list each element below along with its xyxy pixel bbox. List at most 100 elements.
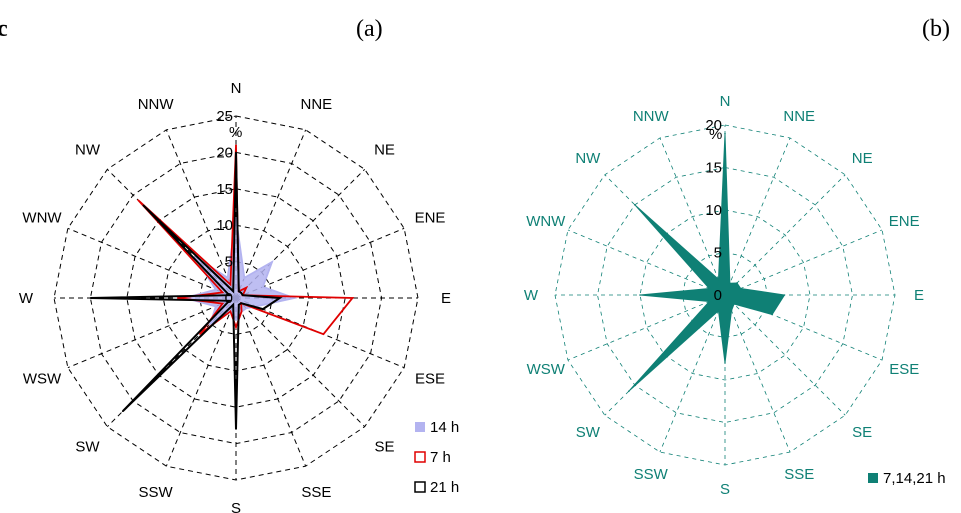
point-7-14-21-h-e — [783, 294, 786, 296]
caption-b: (b) — [922, 16, 950, 42]
direction-label-e: E — [914, 287, 924, 304]
point-7-14-21-h-nne — [729, 282, 731, 285]
legend-swatch-7-h — [414, 451, 426, 463]
direction-label-wnw: WNW — [526, 213, 566, 230]
point-21-h-ssw — [232, 303, 235, 306]
direction-label-nne: NNE — [301, 96, 333, 113]
direction-label-se: SE — [852, 424, 872, 441]
legend-label-7-14-21-h: 7,14,21 h — [883, 470, 946, 487]
point-7-h-nnw — [229, 283, 232, 286]
point-21-h-e — [278, 297, 281, 299]
direction-label-n: N — [231, 80, 242, 97]
point-21-h-wsw — [228, 299, 231, 302]
direction-label-sse: SSE — [301, 484, 331, 501]
spoke-ssw — [165, 297, 237, 467]
point-7-h-e — [351, 297, 354, 299]
point-7-14-21-h-wsw — [708, 300, 711, 303]
legend-swatch-14-h — [415, 422, 425, 432]
point-7-h-ssw — [229, 310, 232, 313]
point-7-h-n — [235, 144, 237, 146]
point-21-h-se — [240, 302, 242, 304]
spoke-sse — [235, 297, 307, 467]
point-7-h-w — [176, 297, 179, 299]
point-14-h-ne — [271, 261, 273, 263]
direction-label-wnw: WNW — [22, 210, 62, 227]
point-14-h-se — [245, 307, 248, 310]
direction-label-sw: SW — [75, 438, 100, 455]
radar-chart-b: 0 5 10 15 20% N NNE NE ENE E ESE SE SSE S SSW SW WSW W WNW… — [524, 93, 946, 498]
direction-label-ne: NE — [374, 142, 395, 159]
direction-label-nnw: NNW — [633, 108, 670, 125]
point-21-h-s — [235, 428, 237, 430]
grid-ring-5 — [199, 261, 273, 335]
legend-label-21-h: 21 h — [430, 479, 459, 496]
radial-tick-label-20: 20 — [705, 117, 722, 134]
direction-label-wsw: WSW — [527, 361, 566, 378]
radial-tick-label-25: 25 — [216, 108, 233, 125]
point-14-h-wnw — [215, 288, 217, 291]
direction-label-n: N — [720, 93, 731, 110]
direction-label-ssw: SSW — [634, 466, 669, 483]
point-14-h-nne — [243, 277, 246, 279]
spoke-nnw — [165, 129, 237, 299]
point-7-14-21-h-nw — [634, 204, 636, 206]
direction-label-wsw: WSW — [23, 370, 62, 387]
point-7-14-21-h-wnw — [708, 287, 711, 290]
point-7-h-wnw — [221, 291, 224, 294]
point-14-h-e — [293, 297, 296, 299]
legend-swatch-21-h — [414, 481, 426, 493]
point-7-14-21-h-sse — [730, 309, 733, 312]
direction-label-e: E — [441, 290, 451, 307]
point-14-h-wsw — [215, 305, 217, 308]
point-7-h-wsw — [221, 302, 224, 305]
direction-label-nne: NNE — [783, 108, 815, 125]
point-7-14-21-h-s — [724, 362, 726, 364]
point-21-h-ne — [240, 292, 242, 294]
point-7-h-sw — [199, 333, 201, 335]
grid-ring-15 — [126, 188, 346, 408]
point-7-h-nw — [137, 199, 139, 201]
point-21-h-n — [235, 151, 237, 154]
legend: 7,14,21 h — [868, 470, 946, 487]
grid-ring-10 — [639, 209, 811, 381]
caption-left-fragment: c — [0, 16, 8, 42]
point-7-14-21-h-ne — [736, 282, 738, 284]
point-14-h-ene — [262, 286, 264, 288]
point-7-14-21-h-ese — [771, 313, 773, 316]
radar-chart-a: 0 5 10 15 20 25% N NNE NE ENE E ESE SE SSE S SSW SW WSW W W… — [19, 80, 459, 513]
point-7-h-ne — [245, 286, 248, 289]
legend-label-14-h: 14 h — [430, 419, 459, 436]
direction-label-se: SE — [374, 438, 394, 455]
legend: 14 h 7 h 21 h — [414, 419, 459, 496]
spoke-se — [235, 297, 366, 428]
radial-tick-label-10: 10 — [216, 217, 233, 234]
direction-label-w: W — [19, 290, 34, 307]
direction-label-nw: NW — [75, 142, 101, 159]
point-7-h-sse — [240, 310, 243, 313]
point-7-14-21-h-w — [639, 294, 641, 296]
direction-label-ssw: SSW — [139, 484, 174, 501]
point-7-14-21-h-sw — [628, 390, 630, 392]
radial-tick-label-15: 15 — [705, 160, 722, 177]
direction-label-ene: ENE — [415, 210, 446, 227]
unit-label: % — [709, 126, 722, 143]
point-21-h-nnw — [232, 290, 235, 293]
legend-label-7-h: 7 h — [430, 449, 451, 466]
spoke-se — [724, 294, 846, 416]
radial-tick-label-10: 10 — [705, 202, 722, 219]
spoke-nne — [235, 129, 307, 299]
point-7-14-21-h-nnw — [717, 278, 720, 281]
point-7-14-21-h-ssw — [717, 309, 720, 312]
direction-label-w: W — [524, 287, 539, 304]
radial-tick-label-20: 20 — [216, 144, 233, 161]
direction-label-nw: NW — [575, 150, 601, 167]
point-21-h-nne — [237, 290, 240, 293]
point-21-h-wnw — [228, 294, 231, 297]
spoke-wnw — [67, 227, 237, 299]
direction-label-ene: ENE — [889, 213, 920, 230]
spoke-wnw — [567, 229, 726, 296]
point-21-h-ene — [241, 294, 244, 297]
legend-swatch-7-14-21-h — [868, 473, 878, 483]
direction-label-sw: SW — [576, 424, 601, 441]
